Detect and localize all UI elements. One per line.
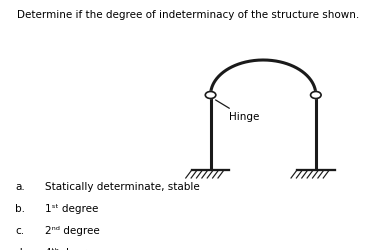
Text: Determine if the degree of indeterminacy of the structure shown.: Determine if the degree of indeterminacy… [17, 10, 359, 20]
Text: 4ᵗʰ degree: 4ᵗʰ degree [45, 248, 99, 250]
Text: Statically determinate, stable: Statically determinate, stable [45, 182, 200, 192]
Text: Hinge: Hinge [215, 100, 260, 122]
Text: 1ˢᵗ degree: 1ˢᵗ degree [45, 204, 99, 214]
Circle shape [311, 92, 321, 98]
Text: b.: b. [15, 204, 25, 214]
Text: a.: a. [15, 182, 25, 192]
Text: 2ⁿᵈ degree: 2ⁿᵈ degree [45, 226, 100, 236]
Text: d.: d. [15, 248, 25, 250]
Circle shape [205, 92, 216, 98]
Text: c.: c. [15, 226, 24, 236]
